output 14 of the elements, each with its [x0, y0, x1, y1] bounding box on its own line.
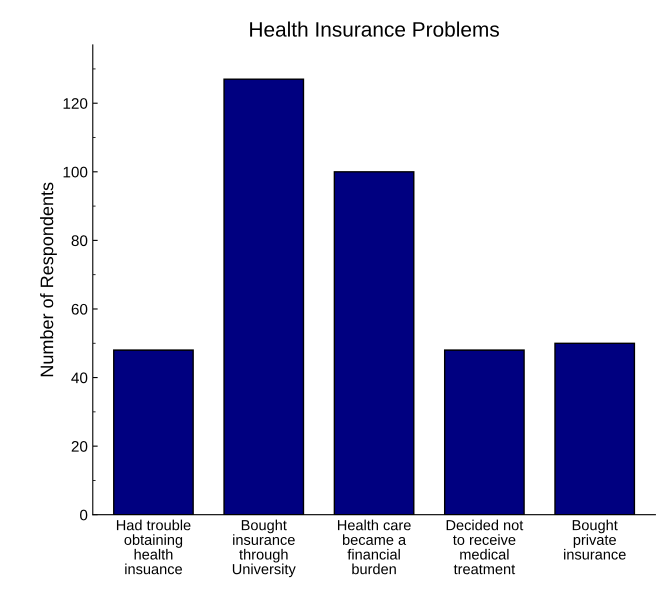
y-tick-label: 80: [72, 235, 88, 246]
y-tick-label: 40: [71, 372, 88, 384]
y-tick-label: 0: [80, 510, 88, 520]
x-tick-label: Bought insurance through University: [232, 520, 296, 578]
y-tick-label: 60: [72, 304, 88, 315]
y-tick-label: 100: [64, 166, 88, 178]
y-tick-label: 120: [64, 98, 88, 109]
x-tick-label: Decided not to receive medical treatment: [446, 520, 524, 574]
x-tick-label: Health care became a financial burden: [338, 520, 411, 574]
x-tick-label: Bought private insurance: [564, 520, 626, 560]
chart-title: Health Insurance Problems: [250, 21, 499, 37]
y-axis-title: Number of Respondents: [40, 182, 57, 376]
x-tick-label: Had trouble obtaining health insuance: [116, 520, 190, 574]
y-tick-label: 20: [72, 441, 88, 452]
